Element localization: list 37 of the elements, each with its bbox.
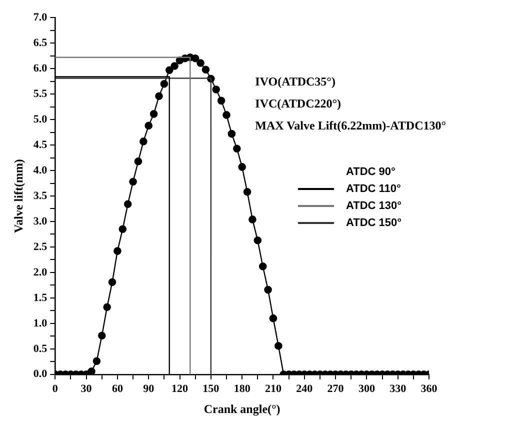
legend-label: ATDC 150°	[346, 216, 402, 228]
y-tick-label: 7.0	[33, 11, 48, 24]
y-tick-label: 0.5	[33, 342, 48, 355]
x-tick-label: 330	[390, 382, 407, 395]
x-tick-label: 90	[143, 382, 155, 395]
y-tick-label: 3.0	[33, 215, 48, 228]
x-tick-label: 60	[112, 382, 124, 395]
x-tick-label: 360	[420, 382, 438, 395]
legend-label: ATDC 110°	[346, 182, 401, 194]
annotation: IVC(ATDC220°)	[255, 96, 342, 111]
y-tick-label: 1.5	[33, 292, 48, 304]
y-tick-label: 4.5	[33, 138, 48, 151]
x-tick-label: 30	[80, 382, 92, 395]
annotation: MAX Valve Lift(6.22mm)-ATDC130°	[255, 118, 446, 133]
y-tick-label: 4.0	[33, 164, 48, 176]
legend-title: ATDC 90°	[345, 164, 396, 180]
x-tick-label: 120	[172, 382, 189, 395]
y-tick-label: 5.0	[33, 113, 48, 126]
annotation: IVO(ATDC35°)	[255, 74, 336, 89]
x-tick-label: 300	[358, 382, 376, 395]
x-axis-title: Crank angle(°)	[204, 402, 280, 416]
legend-label: ATDC 130°	[346, 200, 402, 212]
x-tick-label: 240	[296, 382, 314, 395]
y-axis-title: Valve lift(mm)	[11, 159, 26, 233]
y-tick-label: 1.0	[33, 317, 48, 330]
y-tick-label: 6.0	[33, 62, 48, 74]
y-tick-label: 2.0	[33, 266, 48, 278]
y-tick-label: 3.5	[33, 190, 48, 202]
x-tick-label: 210	[264, 382, 282, 395]
x-tick-label: 0	[52, 382, 58, 395]
x-tick-label: 180	[234, 382, 251, 395]
x-tick-label: 270	[327, 382, 344, 395]
y-tick-label: 2.5	[33, 240, 48, 253]
x-tick-label: 150	[202, 382, 220, 395]
y-tick-label: 6.5	[33, 36, 48, 49]
y-tick-label: 0.0	[33, 368, 48, 380]
y-tick-label: 5.5	[33, 88, 48, 100]
